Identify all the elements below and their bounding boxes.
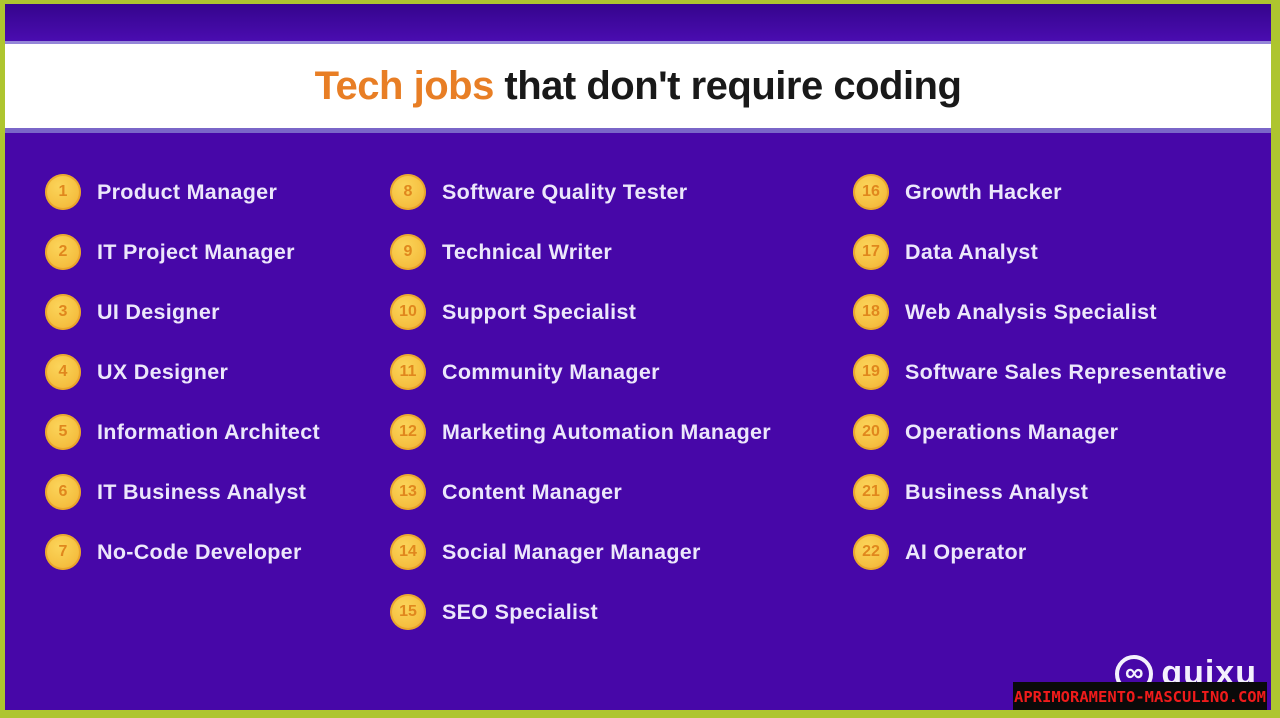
jobs-column-3: 16 Growth Hacker 17 Data Analyst 18 Web …	[853, 174, 1271, 594]
item-number-badge: 21	[853, 474, 889, 510]
item-number-badge: 20	[853, 414, 889, 450]
item-number-badge: 5	[45, 414, 81, 450]
list-item: 18 Web Analysis Specialist	[853, 294, 1271, 330]
item-number-badge: 14	[390, 534, 426, 570]
item-number-badge: 16	[853, 174, 889, 210]
item-label: Business Analyst	[905, 479, 1089, 504]
list-item: 7 No-Code Developer	[45, 534, 390, 570]
list-item: 17 Data Analyst	[853, 234, 1271, 270]
list-item: 9 Technical Writer	[390, 234, 845, 270]
item-label: UI Designer	[97, 299, 220, 324]
list-item: 1 Product Manager	[45, 174, 390, 210]
list-item: 12 Marketing Automation Manager	[390, 414, 845, 450]
list-item: 8 Software Quality Tester	[390, 174, 845, 210]
item-number-badge: 1	[45, 174, 81, 210]
item-label: Content Manager	[442, 479, 623, 504]
item-label: AI Operator	[905, 539, 1027, 564]
item-label: Web Analysis Specialist	[905, 299, 1157, 324]
item-number-badge: 6	[45, 474, 81, 510]
title-band: Tech jobs that don't require coding	[5, 41, 1271, 133]
jobs-column-1: 1 Product Manager 2 IT Project Manager 3…	[45, 174, 390, 594]
list-item: 15 SEO Specialist	[390, 594, 845, 630]
top-purple-strip	[5, 4, 1271, 41]
item-number-badge: 11	[390, 354, 426, 390]
list-item: 11 Community Manager	[390, 354, 845, 390]
watermark-bar: APRIMORAMENTO-MASCULINO.COM	[1013, 682, 1267, 710]
item-number-badge: 3	[45, 294, 81, 330]
item-label: Software Quality Tester	[442, 179, 688, 204]
watermark-text: APRIMORAMENTO-MASCULINO.COM	[1014, 687, 1266, 706]
item-number-badge: 12	[390, 414, 426, 450]
item-number-badge: 17	[853, 234, 889, 270]
item-number-badge: 4	[45, 354, 81, 390]
list-item: 4 UX Designer	[45, 354, 390, 390]
item-label: Technical Writer	[442, 239, 613, 264]
item-label: UX Designer	[97, 359, 229, 384]
item-label: Information Architect	[97, 419, 320, 444]
item-label: Growth Hacker	[905, 179, 1062, 204]
list-item: 6 IT Business Analyst	[45, 474, 390, 510]
item-label: Support Specialist	[442, 299, 637, 324]
list-item: 13 Content Manager	[390, 474, 845, 510]
list-item: 3 UI Designer	[45, 294, 390, 330]
list-item: 10 Support Specialist	[390, 294, 845, 330]
title-highlight: Tech jobs	[314, 63, 495, 108]
list-item: 20 Operations Manager	[853, 414, 1271, 450]
item-number-badge: 13	[390, 474, 426, 510]
list-item: 19 Software Sales Representative	[853, 354, 1271, 390]
item-label: No-Code Developer	[97, 539, 302, 564]
item-number-badge: 10	[390, 294, 426, 330]
item-number-badge: 15	[390, 594, 426, 630]
list-item: 14 Social Manager Manager	[390, 534, 845, 570]
title-rest: that don't require coding	[493, 63, 962, 108]
item-label: Operations Manager	[905, 419, 1119, 444]
list-item: 5 Information Architect	[45, 414, 390, 450]
item-number-badge: 18	[853, 294, 889, 330]
item-label: IT Business Analyst	[97, 479, 307, 504]
item-number-badge: 8	[390, 174, 426, 210]
item-number-badge: 2	[45, 234, 81, 270]
page-title: Tech jobs that don't require coding	[315, 64, 962, 109]
item-label: Community Manager	[442, 359, 660, 384]
item-number-badge: 22	[853, 534, 889, 570]
item-label: Marketing Automation Manager	[442, 419, 771, 444]
list-item: 2 IT Project Manager	[45, 234, 390, 270]
jobs-column-2: 8 Software Quality Tester 9 Technical Wr…	[390, 174, 845, 654]
item-label: SEO Specialist	[442, 599, 598, 624]
item-label: Data Analyst	[905, 239, 1039, 264]
item-label: IT Project Manager	[97, 239, 295, 264]
item-label: Product Manager	[97, 179, 278, 204]
item-number-badge: 9	[390, 234, 426, 270]
list-item: 21 Business Analyst	[853, 474, 1271, 510]
list-item: 16 Growth Hacker	[853, 174, 1271, 210]
item-number-badge: 19	[853, 354, 889, 390]
item-number-badge: 7	[45, 534, 81, 570]
item-label: Social Manager Manager	[442, 539, 701, 564]
list-item: 22 AI Operator	[853, 534, 1271, 570]
item-label: Software Sales Representative	[905, 359, 1227, 384]
